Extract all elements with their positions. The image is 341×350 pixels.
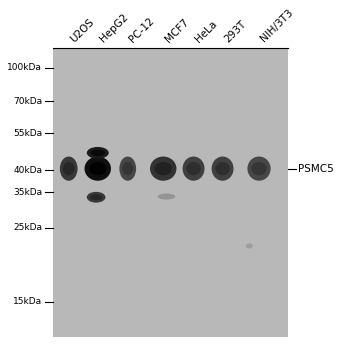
Text: NIH/3T3: NIH/3T3 [259,8,295,44]
Ellipse shape [87,147,109,159]
Ellipse shape [248,156,271,181]
Text: 25kDa: 25kDa [13,223,42,232]
Text: 35kDa: 35kDa [13,188,42,197]
Text: HeLa: HeLa [194,19,219,44]
Ellipse shape [90,194,102,200]
Ellipse shape [85,156,111,181]
Text: PSMC5: PSMC5 [298,164,333,174]
Ellipse shape [246,244,253,248]
Ellipse shape [91,149,105,156]
Ellipse shape [119,156,136,181]
Ellipse shape [187,162,201,175]
Ellipse shape [60,156,78,181]
Text: 100kDa: 100kDa [8,63,42,72]
Ellipse shape [89,162,106,175]
Text: HepG2: HepG2 [98,12,130,44]
Ellipse shape [216,162,230,175]
Text: PC-12: PC-12 [128,15,157,44]
Ellipse shape [87,192,105,203]
Ellipse shape [122,162,133,175]
Ellipse shape [182,156,205,181]
Text: 70kDa: 70kDa [13,97,42,106]
Text: 293T: 293T [223,19,248,44]
Text: U2OS: U2OS [69,16,96,44]
Text: 40kDa: 40kDa [13,166,42,175]
Ellipse shape [150,156,176,181]
Ellipse shape [63,162,74,175]
Text: MCF7: MCF7 [163,17,191,44]
Ellipse shape [158,194,175,199]
Ellipse shape [212,156,234,181]
Text: 15kDa: 15kDa [13,297,42,306]
Ellipse shape [154,162,172,175]
Ellipse shape [251,162,267,175]
Bar [53,48,288,337]
Text: 55kDa: 55kDa [13,129,42,138]
